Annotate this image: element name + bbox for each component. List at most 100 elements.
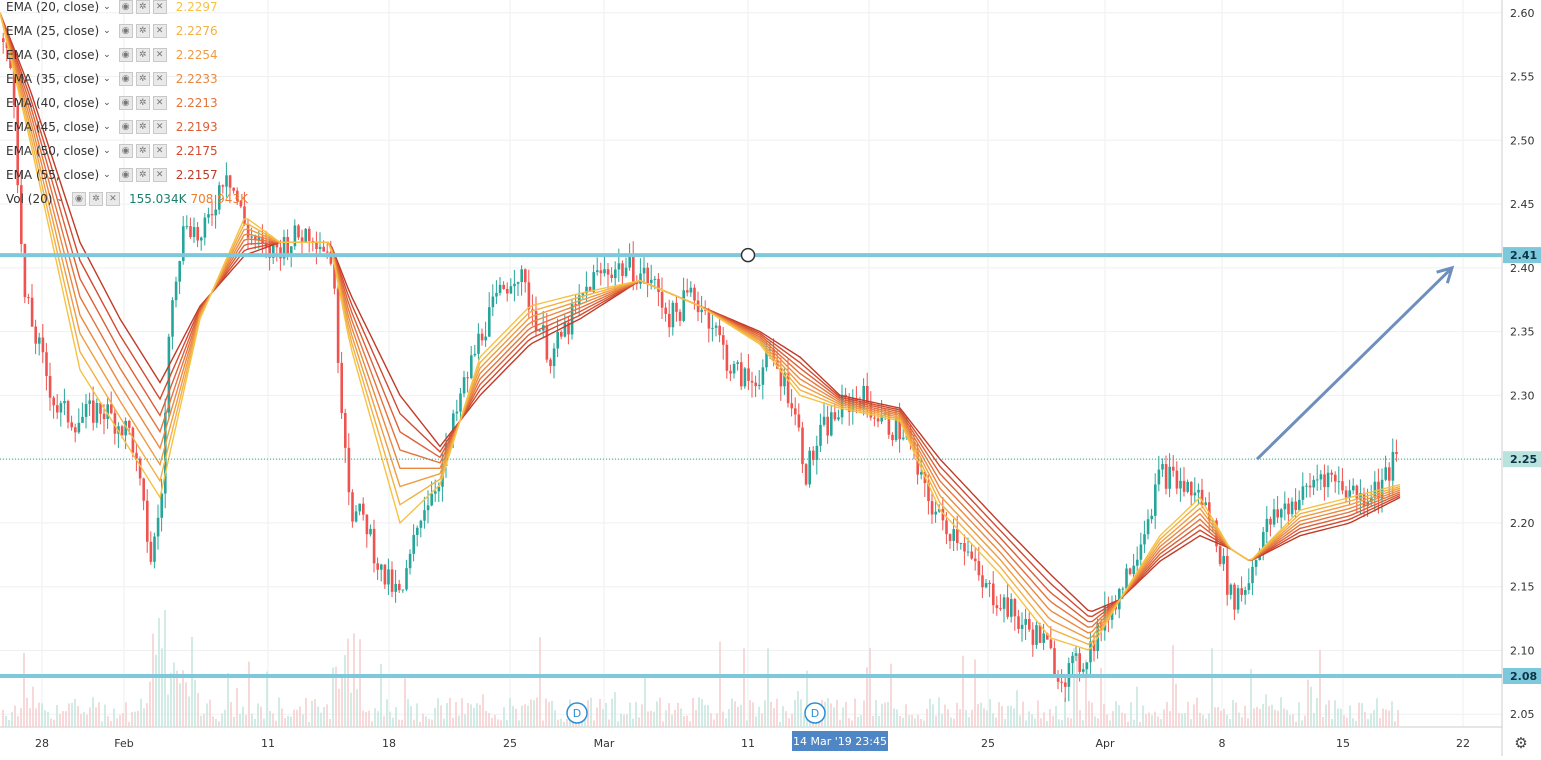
chevron-down-icon[interactable]: ⌄ xyxy=(103,74,111,84)
settings-gear-icon[interactable]: ✲ xyxy=(135,0,150,14)
chevron-down-icon[interactable]: ⌄ xyxy=(103,170,111,180)
visibility-eye-icon[interactable]: ◉ xyxy=(118,72,133,86)
legend-row[interactable]: EMA (50, close) ⌄ ◉ ✲ ✕ 2.2175 xyxy=(6,142,218,160)
volume-bar xyxy=(1124,713,1126,727)
visibility-eye-icon[interactable]: ◉ xyxy=(118,24,133,38)
legend-row[interactable]: EMA (30, close) ⌄ ◉ ✲ ✕ 2.2254 xyxy=(6,46,218,64)
candle-body xyxy=(970,551,973,559)
volume-bar xyxy=(335,666,337,727)
remove-close-icon[interactable]: ✕ xyxy=(105,192,120,206)
candle-body xyxy=(1319,474,1323,480)
legend-row[interactable]: EMA (20, close) ⌄ ◉ ✲ ✕ 2.2297 xyxy=(6,0,218,16)
legend-row[interactable]: EMA (55, close) ⌄ ◉ ✲ ✕ 2.2157 xyxy=(6,166,218,184)
volume-bar xyxy=(593,720,595,727)
settings-gear-icon[interactable]: ✲ xyxy=(135,72,150,86)
visibility-eye-icon[interactable]: ◉ xyxy=(118,96,133,110)
candle-body xyxy=(27,297,30,299)
volume-bar xyxy=(488,712,490,727)
chevron-down-icon[interactable]: ⌄ xyxy=(103,26,111,36)
volume-bar xyxy=(587,700,589,727)
candle-body xyxy=(1208,502,1211,521)
candle-body xyxy=(952,529,955,541)
settings-gear-icon[interactable]: ✲ xyxy=(135,120,150,134)
chevron-down-icon[interactable]: ⌄ xyxy=(103,146,111,156)
remove-close-icon[interactable]: ✕ xyxy=(152,24,167,38)
chevron-down-icon[interactable]: ⌄ xyxy=(103,98,111,108)
volume-bar xyxy=(161,648,163,727)
legend-row[interactable]: EMA (25, close) ⌄ ◉ ✲ ✕ 2.2276 xyxy=(6,22,218,40)
candle-body xyxy=(178,260,181,282)
volume-bar xyxy=(398,719,400,727)
volume-bar xyxy=(1202,715,1204,727)
legend-series-name: EMA (25, close) xyxy=(6,24,100,38)
legend-row-volume[interactable]: Vol (20) ⌄ ◉ ✲ ✕ 155.034K 708.943K xyxy=(6,190,248,208)
candle-body xyxy=(927,483,930,502)
volume-bar xyxy=(296,709,298,727)
volume-bar xyxy=(1004,719,1006,727)
remove-close-icon[interactable]: ✕ xyxy=(152,96,167,110)
volume-bar xyxy=(1106,714,1108,727)
candle-body xyxy=(1334,474,1337,482)
settings-gear-icon[interactable]: ✲ xyxy=(88,192,103,206)
volume-bar xyxy=(857,716,859,727)
chevron-down-icon[interactable]: ⌄ xyxy=(103,122,111,132)
settings-gear-icon[interactable]: ✲ xyxy=(135,168,150,182)
chevron-down-icon[interactable]: ⌄ xyxy=(103,50,111,60)
visibility-eye-icon[interactable]: ◉ xyxy=(118,48,133,62)
volume-bar xyxy=(29,708,31,727)
volume-bar xyxy=(881,703,883,727)
volume-bar xyxy=(884,702,886,727)
volume-bar xyxy=(134,711,136,727)
visibility-eye-icon[interactable]: ◉ xyxy=(118,144,133,158)
volume-bar xyxy=(1088,701,1090,727)
volume-bar xyxy=(1391,701,1393,727)
volume-bar xyxy=(395,707,397,727)
remove-close-icon[interactable]: ✕ xyxy=(152,0,167,14)
candle-body xyxy=(1157,469,1161,485)
volume-bar xyxy=(953,718,955,727)
visibility-eye-icon[interactable]: ◉ xyxy=(118,0,133,14)
visibility-eye-icon[interactable]: ◉ xyxy=(71,192,86,206)
legend-row[interactable]: EMA (35, close) ⌄ ◉ ✲ ✕ 2.2233 xyxy=(6,70,218,88)
remove-close-icon[interactable]: ✕ xyxy=(152,144,167,158)
candle-body xyxy=(1064,682,1067,687)
remove-close-icon[interactable]: ✕ xyxy=(152,168,167,182)
legend-row[interactable]: EMA (40, close) ⌄ ◉ ✲ ✕ 2.2213 xyxy=(6,94,218,112)
chevron-down-icon[interactable]: ⌄ xyxy=(103,2,111,12)
crosshair-time-tag xyxy=(792,731,888,751)
candle-body xyxy=(426,505,430,511)
chevron-down-icon[interactable]: ⌄ xyxy=(56,194,64,204)
settings-gear-icon[interactable]: ✲ xyxy=(135,96,150,110)
remove-close-icon[interactable]: ✕ xyxy=(152,72,167,86)
candle-body xyxy=(333,263,336,289)
volume-bar xyxy=(461,698,463,727)
candle-body xyxy=(498,284,502,294)
settings-gear-icon[interactable]: ✲ xyxy=(135,24,150,38)
legend-row[interactable]: EMA (45, close) ⌄ ◉ ✲ ✕ 2.2193 xyxy=(6,118,218,136)
candle-body xyxy=(711,327,714,329)
volume-bar xyxy=(1247,718,1249,727)
volume-bar xyxy=(1079,709,1081,727)
settings-gear-icon[interactable]: ✲ xyxy=(135,48,150,62)
volume-bar xyxy=(1397,710,1399,727)
candle-body xyxy=(650,279,653,284)
chart-settings-gear-icon[interactable]: ⚙ xyxy=(1514,734,1528,752)
visibility-eye-icon[interactable]: ◉ xyxy=(118,120,133,134)
remove-close-icon[interactable]: ✕ xyxy=(152,48,167,62)
remove-close-icon[interactable]: ✕ xyxy=(152,120,167,134)
volume-bar xyxy=(329,718,331,727)
volume-bar xyxy=(728,709,730,727)
volume-bar xyxy=(1268,705,1270,727)
visibility-eye-icon[interactable]: ◉ xyxy=(118,168,133,182)
candle-body xyxy=(873,417,876,419)
settings-gear-icon[interactable]: ✲ xyxy=(135,144,150,158)
candle-body xyxy=(837,417,840,420)
candle-body xyxy=(1218,546,1222,564)
volume-bar xyxy=(464,714,466,727)
volume-bar xyxy=(1073,648,1075,727)
candle-body xyxy=(963,543,966,552)
volume-bar xyxy=(1310,686,1312,727)
candle-body xyxy=(912,442,916,452)
